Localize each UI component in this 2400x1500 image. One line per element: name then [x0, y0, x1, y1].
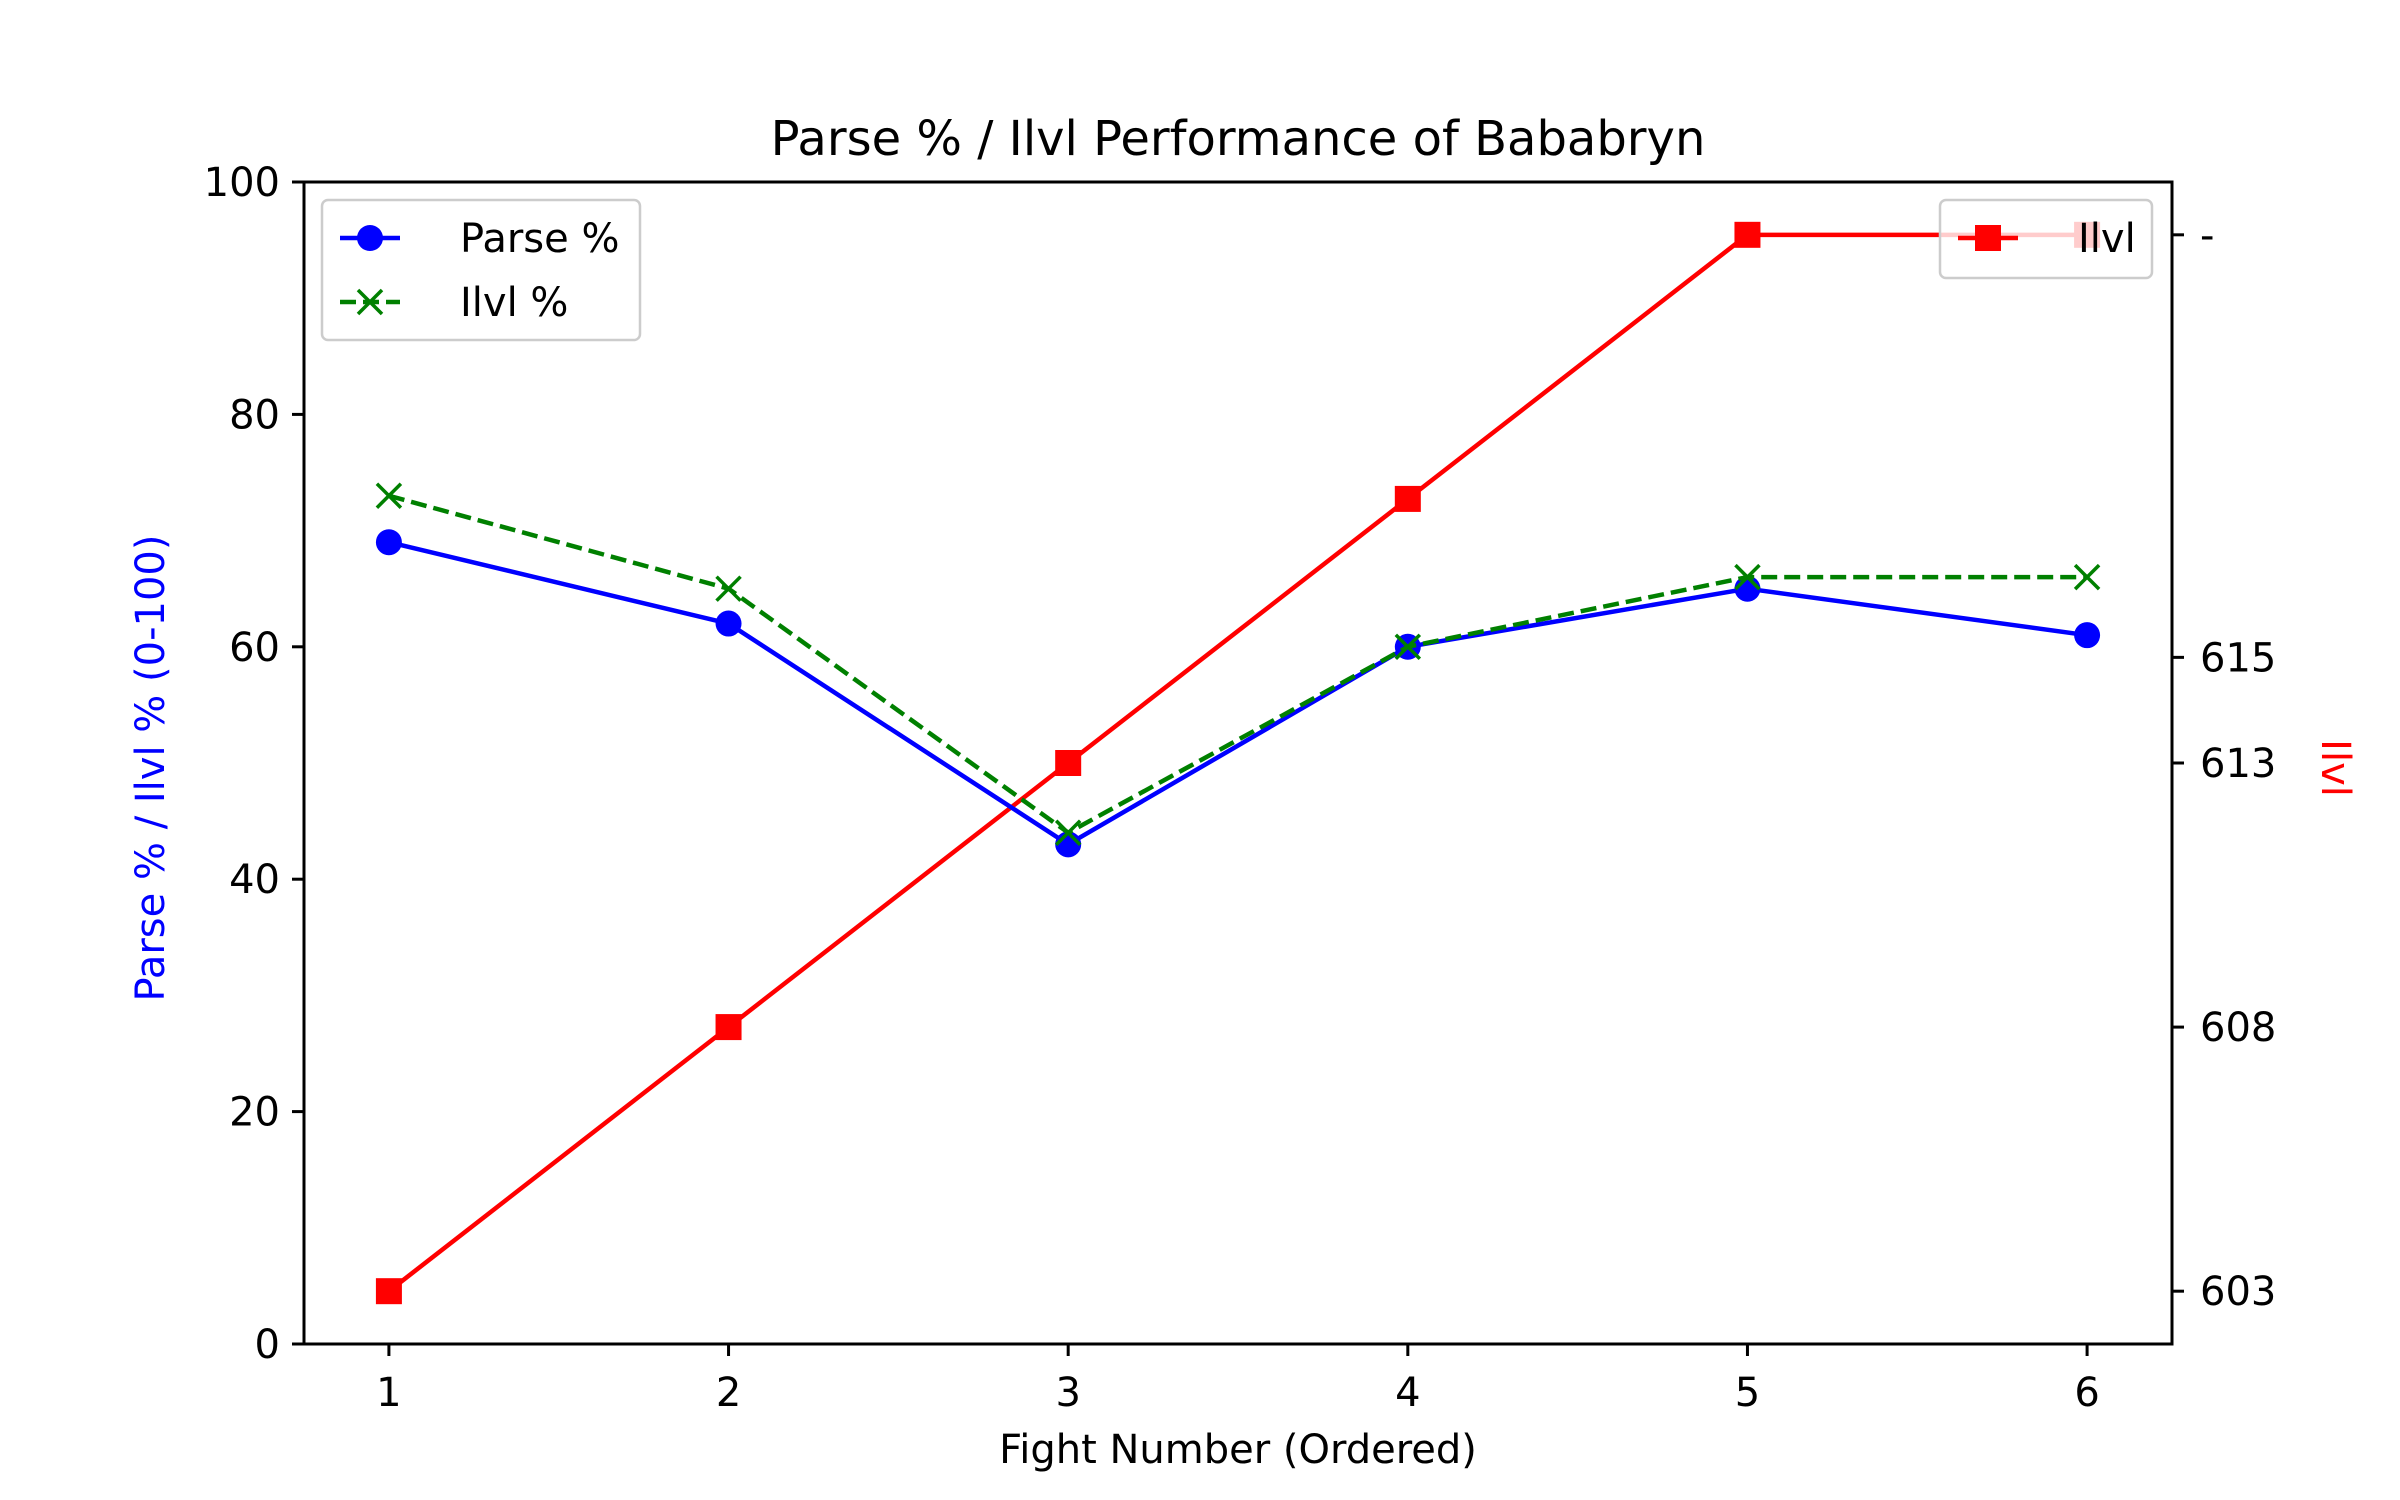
- series-line-parse: [388, 540, 2088, 847]
- x-tick-label: 2: [716, 1370, 741, 1416]
- legend-right-box: [1938, 198, 2154, 280]
- data-point-ilvl: [375, 482, 403, 509]
- x-tick-label: 3: [1055, 1370, 1080, 1416]
- chart-title: Parse % / Ilvl Performance of Bababryn: [771, 111, 1706, 167]
- y-tick-label-right: 613: [2200, 741, 2276, 787]
- y-tick-label-left: 80: [229, 392, 280, 438]
- series-line-ilvl: [387, 232, 2088, 1293]
- data-point-ilvl: [1054, 819, 1082, 846]
- legend-left: Parse % Ilvl %: [320, 198, 642, 342]
- data-point-ilvl: [375, 1278, 402, 1305]
- data-point-parse: [375, 529, 402, 556]
- marker-x-stroke: [356, 288, 384, 316]
- x-tick-label: 5: [1735, 1370, 1760, 1416]
- marker-x-stroke: [1054, 819, 1082, 846]
- data-point-ilvl: [2073, 563, 2101, 591]
- legend-label: Ilvl %: [460, 280, 568, 326]
- y-tick-label-left: 20: [229, 1090, 280, 1136]
- marker-x-stroke: [1734, 563, 1761, 591]
- marker-x-stroke: [1394, 633, 1422, 661]
- legend-left-box: [320, 198, 642, 342]
- data-point-ilvl: [1734, 563, 1761, 591]
- marker-x-stroke: [375, 482, 403, 509]
- series-ilvl: [375, 221, 2101, 1305]
- plot-frame: [302, 180, 2174, 1346]
- series-line-ilvl: [388, 493, 2088, 835]
- y-axis-label-right: Ilvl: [2312, 739, 2358, 797]
- y-tick-label-right: 608: [2200, 1005, 2276, 1051]
- y-tick-label-left: 0: [255, 1322, 280, 1368]
- data-point-parse: [715, 610, 742, 637]
- legend-right: Ilvl: [1938, 198, 2154, 280]
- data-point-ilvl: [1055, 750, 1082, 776]
- y-tick-label-left: 40: [229, 857, 280, 903]
- legend-left-entries: Parse % Ilvl %: [340, 216, 619, 326]
- y-tick-label-right: 615: [2200, 635, 2276, 681]
- data-point-ilvl: [1394, 633, 1422, 661]
- marker-x-stroke: [715, 575, 742, 602]
- series-layer: [375, 221, 2101, 1305]
- series-parse: [375, 529, 2101, 858]
- marker-x-stroke: [2073, 563, 2101, 591]
- legend-marker: [356, 288, 384, 316]
- y-tick-label-left: 60: [229, 625, 280, 671]
- x-tick-label: 6: [2074, 1370, 2099, 1416]
- y-axis-label-left: Parse % / Ilvl % (0-100): [128, 535, 174, 1002]
- x-tick-label: 1: [376, 1370, 401, 1416]
- data-point-ilvl: [715, 575, 742, 602]
- data-point-parse: [1055, 831, 1082, 858]
- legend-right-entries: Ilvl: [1958, 216, 2136, 262]
- series-ilvl: [375, 482, 2101, 846]
- legend-label: Ilvl: [2078, 216, 2136, 262]
- data-point-parse: [1734, 575, 1761, 602]
- legend-label: Parse %: [460, 216, 619, 262]
- data-point-ilvl: [715, 1014, 742, 1041]
- legend-marker: [357, 225, 383, 251]
- x-tick-label: 4: [1395, 1370, 1420, 1416]
- data-point-ilvl: [1394, 485, 1421, 512]
- y-tick-label-right: -: [2200, 213, 2214, 259]
- x-axis-label: Fight Number (Ordered): [999, 1427, 1477, 1473]
- data-point-parse: [2074, 622, 2101, 649]
- y-tick-label-left: 100: [204, 160, 280, 206]
- legend-marker: [1975, 225, 2001, 251]
- y-tick-label-right: 603: [2200, 1269, 2276, 1315]
- data-point-ilvl: [1734, 221, 1761, 248]
